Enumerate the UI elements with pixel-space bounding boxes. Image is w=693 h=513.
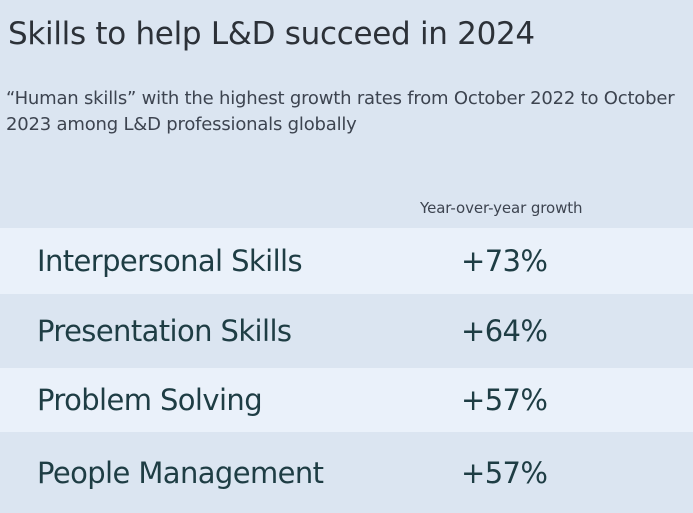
skills-table: Interpersonal Skills +73% Presentation S… xyxy=(0,228,693,513)
table-row: Problem Solving +57% xyxy=(0,368,693,432)
row-value: +57% xyxy=(461,383,548,417)
table-row: Presentation Skills +64% xyxy=(0,294,693,368)
row-label: Interpersonal Skills xyxy=(37,244,303,278)
row-value: +57% xyxy=(461,455,548,490)
column-header-growth: Year-over-year growth xyxy=(420,199,583,217)
row-label: Problem Solving xyxy=(37,383,263,417)
row-label: People Management xyxy=(37,455,324,490)
chart-subtitle: “Human skills” with the highest growth r… xyxy=(6,88,675,135)
table-row: People Management +57% xyxy=(0,432,693,513)
row-label: Presentation Skills xyxy=(37,314,292,348)
row-value: +64% xyxy=(461,314,548,348)
chart-title: Skills to help L&D succeed in 2024 xyxy=(8,16,535,52)
row-value: +73% xyxy=(461,244,548,278)
table-row: Interpersonal Skills +73% xyxy=(0,228,693,294)
